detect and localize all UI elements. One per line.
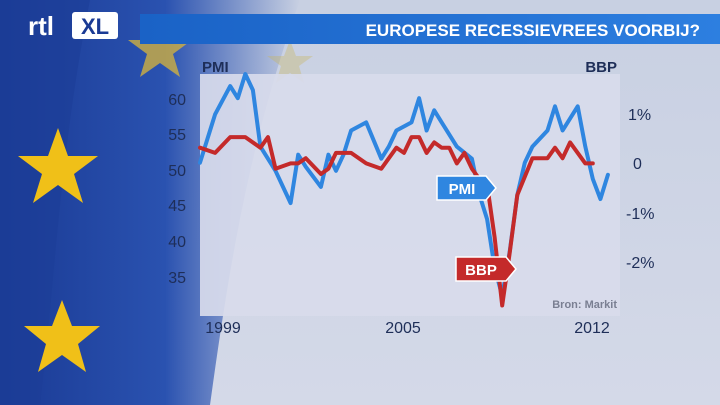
left-tick-label: 35 [168,270,186,287]
pmi-label-text: PMI [449,181,476,198]
pmi-series-label: PMI [436,175,497,201]
left-tick-label: 60 [168,92,186,109]
star-icon [267,40,313,83]
series-line-pmi [198,72,610,298]
star-icon [128,18,192,77]
right-tick-label: -2% [626,255,654,272]
rtl-xl-logo: rtl XL [28,11,118,41]
x-tick-label: 2012 [574,320,610,337]
left-tick-label: 55 [168,127,186,144]
source-note: Bron: Markit [552,299,617,311]
pmi-label-tag [436,175,497,201]
page-title: EUROPESE RECESSIEVREES VOORBIJ? [366,21,700,40]
flag-fold-shadow [0,0,90,405]
right-tick-label: 0 [633,156,642,173]
logo-xl-box [72,12,118,39]
series-line-bbp [198,135,595,308]
left-tick-label: 45 [168,198,186,215]
right-tick-label: -1% [626,206,654,223]
bbp-label-tag [455,256,517,282]
right-tick-label: 1% [628,107,651,124]
logo-text: rtl [28,11,54,41]
x-tick-label: 2005 [385,320,421,337]
title-banner [140,14,720,44]
left-tick-label: 50 [168,163,186,180]
plot-area [200,74,620,316]
left-axis-title: PMI [202,59,229,76]
left-tick-label: 40 [168,234,186,251]
bbp-series-label: BBP [455,256,517,282]
right-axis-title: BBP [585,59,617,76]
logo-xl-text: XL [81,14,109,39]
x-tick-label: 1999 [205,320,241,337]
star-icon [18,128,98,203]
bbp-label-text: BBP [465,262,497,279]
star-icon [24,300,100,372]
